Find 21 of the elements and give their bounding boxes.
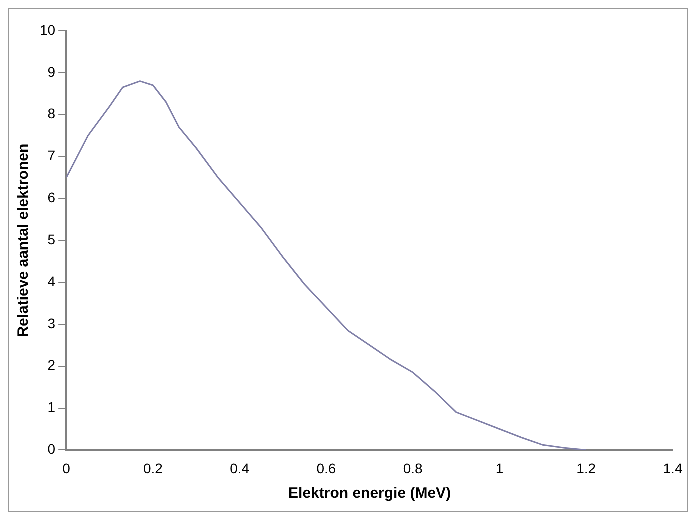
y-tick-label: 2: [48, 357, 56, 374]
x-axis-title: Elektron energie (MeV): [288, 485, 452, 502]
y-tick-label: 1: [48, 399, 56, 416]
x-tick-label: 0: [62, 460, 71, 476]
y-tick-label: 9: [48, 64, 56, 80]
x-tick-label: 0.8: [403, 460, 424, 476]
y-axis-title: Relatieve aantal elektronen: [15, 144, 32, 338]
y-tick-label: 8: [48, 106, 56, 122]
y-tick-label: 3: [48, 315, 56, 332]
x-tick-label: 0.4: [230, 460, 250, 476]
y-tick-label: 7: [48, 148, 56, 164]
x-tick-label: 1.4: [663, 460, 683, 476]
y-tick-label: 4: [48, 273, 56, 290]
x-tick-label: 1: [496, 460, 504, 476]
x-tick-label: 0.6: [316, 460, 336, 476]
y-tick-label: 10: [40, 22, 56, 38]
x-tick-label: 0.2: [143, 460, 164, 476]
y-tick-label: 5: [48, 231, 56, 248]
x-tick-label: 1.2: [576, 460, 596, 476]
y-tick-label: 0: [48, 441, 56, 458]
y-tick-label: 6: [48, 190, 56, 206]
